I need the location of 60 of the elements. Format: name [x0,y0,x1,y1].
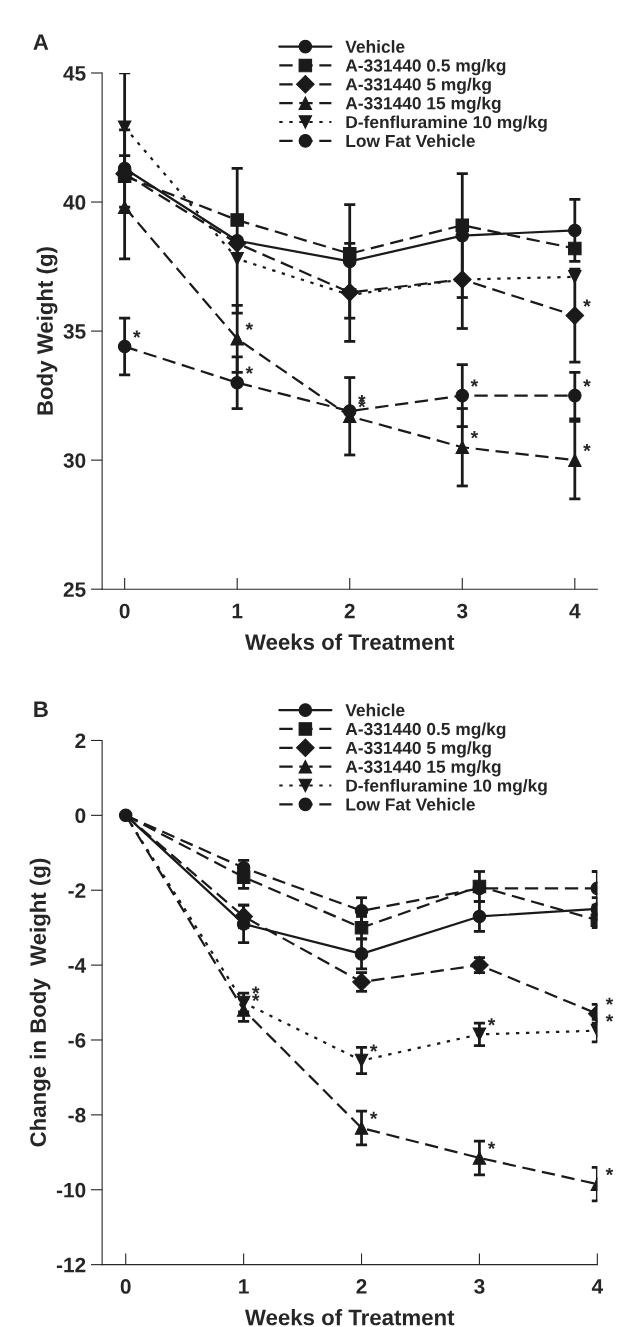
legend-label: A-331440 15 mg/kg [345,96,501,113]
x-tick-label: 3 [474,1279,485,1294]
annotation: * [605,997,614,1005]
x-tick-label: 1 [232,603,243,619]
y-tick-label: 2 [75,733,86,749]
y-tick-label: -4 [68,958,87,973]
x-axis-title: Weeks of Treatment [244,633,455,650]
annotation: * [252,986,260,994]
annotation: * [605,1014,614,1022]
legend-label: Low Fat Vehicle [346,797,475,811]
legend-label: Vehicle [345,703,405,717]
annotation: * [583,299,591,307]
x-tick-label: 4 [591,1279,604,1294]
annotation: * [470,379,479,387]
x-axis-title: Weeks of Treatment [244,1309,455,1326]
annotation: * [369,1044,378,1052]
y-tick-label: 35 [63,324,86,339]
chart-title: B [34,701,48,717]
x-tick-label: 2 [344,603,355,619]
x-tick-label: 3 [456,603,468,619]
annotation: * [245,366,254,374]
y-tick-label: -6 [68,1032,86,1048]
y-axis-title: Change in Body Weight (g) [29,858,51,1147]
annotation: * [583,379,591,387]
y-tick-label: -2 [68,883,86,898]
y-tick-label: 40 [63,195,86,210]
y-tick-label: 25 [63,582,86,597]
annotation: * [252,993,260,1002]
legend-label: A-331440 5 mg/kg [345,77,491,95]
annotation: * [605,1167,614,1176]
annotation: * [245,322,254,330]
legend-label: Low Fat Vehicle [346,134,475,148]
y-tick-label: 30 [63,453,86,468]
legend-label: A-331440 15 mg/kg [345,760,501,777]
y-tick-label: 0 [75,808,86,824]
x-tick-label: 0 [119,603,130,619]
x-tick-label: 2 [356,1279,367,1294]
annotation: * [470,431,479,439]
annotation: * [358,394,366,403]
legend-label: A-331440 0.5 mg/kg [345,722,506,739]
annotation: * [369,1111,378,1120]
annotation: * [358,400,366,408]
x-tick-label: 1 [239,1279,249,1294]
y-tick-label: -12 [56,1257,86,1273]
annotation: * [487,1141,496,1150]
legend-label: Vehicle [345,40,405,53]
legend-label: A-331440 5 mg/kg [345,741,491,758]
annotation: * [133,330,141,338]
legend-label: D-fenfluramine 10 mg/kg [346,779,547,796]
annotation: * [487,1018,496,1026]
annotation: * [583,443,591,452]
y-tick-label: 45 [63,66,86,81]
x-tick-label: 4 [569,603,581,619]
y-tick-label: -8 [68,1107,86,1123]
y-axis-title: Body Weight (g) [36,247,58,415]
legend-label: D-fenfluramine 10 mg/kg [346,115,547,132]
legend-label: A-331440 0.5 mg/kg [345,58,506,76]
chart-title: A [33,34,49,50]
y-tick-label: -10 [56,1182,86,1198]
x-tick-label: 0 [120,1279,131,1294]
